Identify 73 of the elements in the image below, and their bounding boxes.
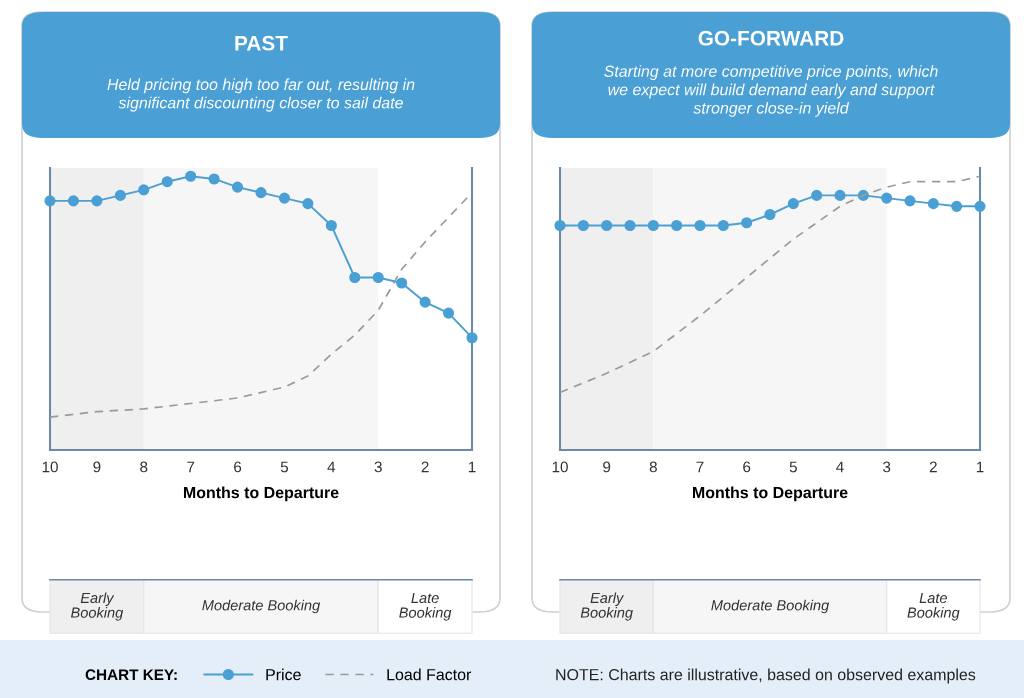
x-tick-label: 9 bbox=[93, 461, 101, 473]
point bbox=[671, 219, 683, 232]
x-tick-label: 5 bbox=[789, 461, 797, 473]
x-tick-label: 1 bbox=[976, 461, 984, 473]
point bbox=[442, 307, 455, 319]
point bbox=[741, 217, 753, 229]
point bbox=[278, 192, 291, 204]
point bbox=[44, 195, 56, 207]
point bbox=[231, 181, 244, 193]
x-tick-label: 2 bbox=[421, 461, 429, 473]
point bbox=[325, 219, 337, 232]
text: NOTE: Charts are illustrative, based on observed examples bbox=[556, 668, 976, 684]
text: Moderate Booking bbox=[202, 599, 321, 614]
legend-label: Load Factor bbox=[387, 668, 472, 681]
x-tick-label: 4 bbox=[836, 461, 844, 473]
point bbox=[717, 219, 729, 232]
x-tick-label: 2 bbox=[929, 461, 937, 473]
x-tick-label: 9 bbox=[603, 461, 611, 473]
point bbox=[764, 208, 776, 221]
x-tick-label: 10 bbox=[552, 461, 568, 473]
point bbox=[647, 219, 659, 232]
point bbox=[951, 200, 963, 212]
x-tick-label: 3 bbox=[883, 461, 891, 473]
x-tick-label: 7 bbox=[187, 461, 195, 473]
point bbox=[974, 200, 986, 212]
point bbox=[577, 219, 589, 232]
point bbox=[396, 277, 408, 289]
x-tick-label: 4 bbox=[327, 461, 336, 473]
chart-subtitle: Held pricing too high too far out, resulting in significant discounting closer to sail date bbox=[107, 78, 415, 112]
point bbox=[91, 195, 103, 207]
x-tick-label: 6 bbox=[743, 461, 751, 473]
point bbox=[208, 173, 220, 185]
x-tick-label: 1 bbox=[468, 461, 476, 473]
point bbox=[138, 184, 150, 196]
x-tick-label: 8 bbox=[140, 461, 148, 473]
x-axis-title: Months to Departure bbox=[183, 486, 339, 502]
text: Late Booking bbox=[907, 592, 960, 621]
point bbox=[601, 219, 613, 232]
chart-subtitle: Starting at more competitive price points, which we expect will build demand early and support stronger close-in yield bbox=[604, 65, 938, 117]
point bbox=[787, 198, 799, 210]
text: Early Booking bbox=[70, 592, 124, 621]
point bbox=[419, 296, 431, 308]
point bbox=[114, 189, 126, 201]
x-tick-label: 10 bbox=[42, 461, 58, 473]
point bbox=[554, 219, 566, 232]
point bbox=[927, 198, 939, 210]
x-tick-label: 3 bbox=[374, 461, 382, 473]
text: Late Booking bbox=[399, 592, 452, 621]
point bbox=[255, 187, 267, 199]
point bbox=[694, 219, 706, 232]
x-tick-label: 7 bbox=[696, 461, 704, 473]
legend-label: Price bbox=[266, 668, 301, 681]
text: Early Booking bbox=[580, 592, 633, 621]
chart-title: GO-FORWARD bbox=[698, 30, 844, 46]
point bbox=[466, 332, 478, 344]
text: Moderate Booking bbox=[711, 599, 830, 614]
x-tick-label: 5 bbox=[280, 461, 289, 473]
point bbox=[881, 192, 893, 204]
point bbox=[185, 170, 197, 182]
point bbox=[811, 189, 823, 201]
point bbox=[67, 195, 80, 207]
point bbox=[302, 198, 314, 210]
point bbox=[624, 219, 636, 232]
point bbox=[904, 195, 916, 207]
point bbox=[349, 271, 361, 284]
legend-title: CHART KEY: bbox=[85, 669, 177, 681]
chart-title: PAST bbox=[235, 35, 288, 51]
x-tick-label: 8 bbox=[649, 461, 657, 473]
point bbox=[372, 271, 384, 284]
point bbox=[834, 189, 846, 201]
point bbox=[161, 176, 173, 188]
x-tick-label: 6 bbox=[234, 461, 242, 473]
x-axis-title: Months to Departure bbox=[692, 486, 848, 502]
